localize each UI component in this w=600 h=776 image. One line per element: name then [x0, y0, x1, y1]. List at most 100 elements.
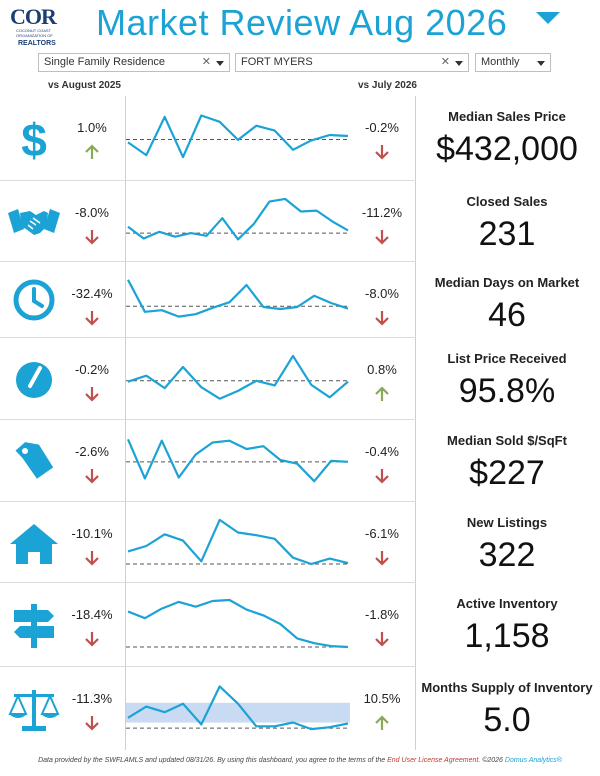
metric-row: -8.0% -11.2% Closed Sales 231: [0, 181, 600, 262]
property-type-select[interactable]: Single Family Residence ✕: [38, 53, 230, 72]
title-dropdown-icon[interactable]: [536, 12, 560, 24]
metric-row: $1.0% -0.2% Median Sales Price $432,000: [0, 96, 600, 181]
clock-icon: [6, 273, 62, 327]
metric-label: Median Days on Market: [434, 275, 580, 290]
row-divider: [0, 419, 416, 420]
handshake-icon: [6, 195, 62, 249]
yoy-change: -10.1%: [71, 526, 113, 541]
arrow-down-icon: [374, 468, 390, 484]
metric-label: Median Sold $/SqFt: [447, 433, 567, 448]
mom-change: -0.2%: [365, 120, 399, 135]
metric-value: 1,158: [464, 617, 550, 655]
mom-change: 0.8%: [367, 362, 397, 377]
metric-value: 46: [488, 296, 526, 334]
page-title: Market Review Aug 2026: [96, 2, 508, 43]
logo-subtitle: COCONUT COAST ORGANIZATION OF: [16, 28, 53, 38]
metric-row: -10.1% -6.1% New Listings 322: [0, 502, 600, 583]
city-select[interactable]: FORT MYERS ✕: [235, 53, 469, 72]
period-select[interactable]: Monthly: [475, 53, 551, 72]
trend-line: [127, 518, 349, 566]
metric-value: 231: [478, 215, 536, 253]
trend-line: [127, 197, 349, 241]
period-value: Monthly: [481, 56, 520, 68]
yoy-change: -8.0%: [75, 205, 109, 220]
chevron-down-icon[interactable]: [216, 61, 224, 66]
mom-change: -1.8%: [365, 607, 399, 622]
metric-row: -2.6% -0.4% Median Sold $/SqFt $227: [0, 420, 600, 502]
yoy-change: -2.6%: [75, 444, 109, 459]
metric-label: Median Sales Price: [448, 109, 566, 124]
arrow-down-icon: [84, 715, 100, 731]
arrow-down-icon: [374, 550, 390, 566]
yoy-change: 1.0%: [77, 120, 107, 135]
mom-change: -6.1%: [365, 526, 399, 541]
trend-line: [127, 354, 349, 400]
mom-change: -11.2%: [361, 205, 403, 220]
metric-label: List Price Received: [447, 351, 567, 366]
mom-change: -0.4%: [365, 444, 399, 459]
normal-range-band: [126, 702, 350, 723]
trend-sparkline: [126, 518, 350, 566]
cor-logo: COR COCONUT COAST ORGANIZATION OF REALTO…: [10, 4, 70, 50]
city-value: FORT MYERS: [241, 56, 313, 68]
trend-sparkline: [126, 197, 350, 241]
metric-row: -18.4% -1.8% Active Inventory 1,158: [0, 583, 600, 667]
property-type-value: Single Family Residence: [44, 56, 166, 68]
arrow-up-icon: [84, 144, 100, 160]
mom-column-header: vs July 2026: [358, 80, 417, 91]
mom-change: -8.0%: [365, 286, 399, 301]
metric-value: $227: [469, 454, 545, 492]
dollar-icon: $: [6, 112, 62, 166]
column-divider: [415, 96, 416, 750]
row-divider: [0, 501, 416, 502]
header: COR COCONUT COAST ORGANIZATION OF REALTO…: [0, 0, 600, 50]
trend-line: [127, 279, 349, 318]
arrow-up-icon: [374, 386, 390, 402]
trend-line: [127, 598, 349, 649]
metric-label: Active Inventory: [456, 596, 558, 611]
logo-text: COR: [10, 4, 57, 29]
trend-line: [127, 685, 349, 731]
logo-realtors: REALTORS: [18, 40, 56, 47]
metric-label: Closed Sales: [466, 194, 548, 209]
metric-row: -11.3% 10.5% Months Supply of Inventory 5.0: [0, 667, 600, 750]
trend-sparkline: [126, 438, 350, 483]
metric-row: -32.4% -8.0% Median Days on Market 46: [0, 262, 600, 338]
arrow-down-icon: [374, 144, 390, 160]
arrow-down-icon: [374, 310, 390, 326]
arrow-down-icon: [374, 229, 390, 245]
trend-sparkline: [126, 685, 350, 731]
row-divider: [0, 180, 416, 181]
metric-value: $432,000: [436, 130, 578, 168]
chevron-down-icon[interactable]: [455, 61, 463, 66]
arrow-down-icon: [84, 310, 100, 326]
metric-label: Months Supply of Inventory: [421, 680, 593, 695]
arrow-down-icon: [84, 386, 100, 402]
clear-icon[interactable]: ✕: [201, 56, 211, 68]
row-divider: [0, 582, 416, 583]
column-divider: [125, 96, 126, 750]
price-tag-icon: [6, 434, 62, 488]
trend-sparkline: [126, 279, 350, 318]
domus-analytics-link[interactable]: Domus Analytics®: [504, 757, 562, 764]
arrow-down-icon: [84, 229, 100, 245]
yoy-change: -11.3%: [71, 691, 113, 706]
footer-text: Data provided by the SWFLAMLS and update…: [38, 757, 388, 764]
metric-value: 95.8%: [458, 372, 556, 410]
balance-scale-icon: [6, 682, 62, 736]
row-divider: [0, 261, 416, 262]
house-icon: [6, 516, 62, 570]
yoy-change: -32.4%: [71, 286, 113, 301]
arrow-down-icon: [84, 468, 100, 484]
arrow-down-icon: [84, 550, 100, 566]
metric-label: New Listings: [466, 515, 548, 530]
eula-link[interactable]: End User License Agreement: [387, 757, 479, 764]
chevron-down-icon[interactable]: [537, 61, 545, 66]
clear-icon[interactable]: ✕: [440, 56, 450, 68]
trend-sparkline: [126, 598, 350, 649]
yoy-column-header: vs August 2025: [48, 80, 121, 91]
signpost-icon: [6, 598, 62, 652]
mom-change: 10.5%: [363, 691, 401, 706]
trend-line: [126, 438, 349, 483]
trend-line: [127, 114, 349, 159]
